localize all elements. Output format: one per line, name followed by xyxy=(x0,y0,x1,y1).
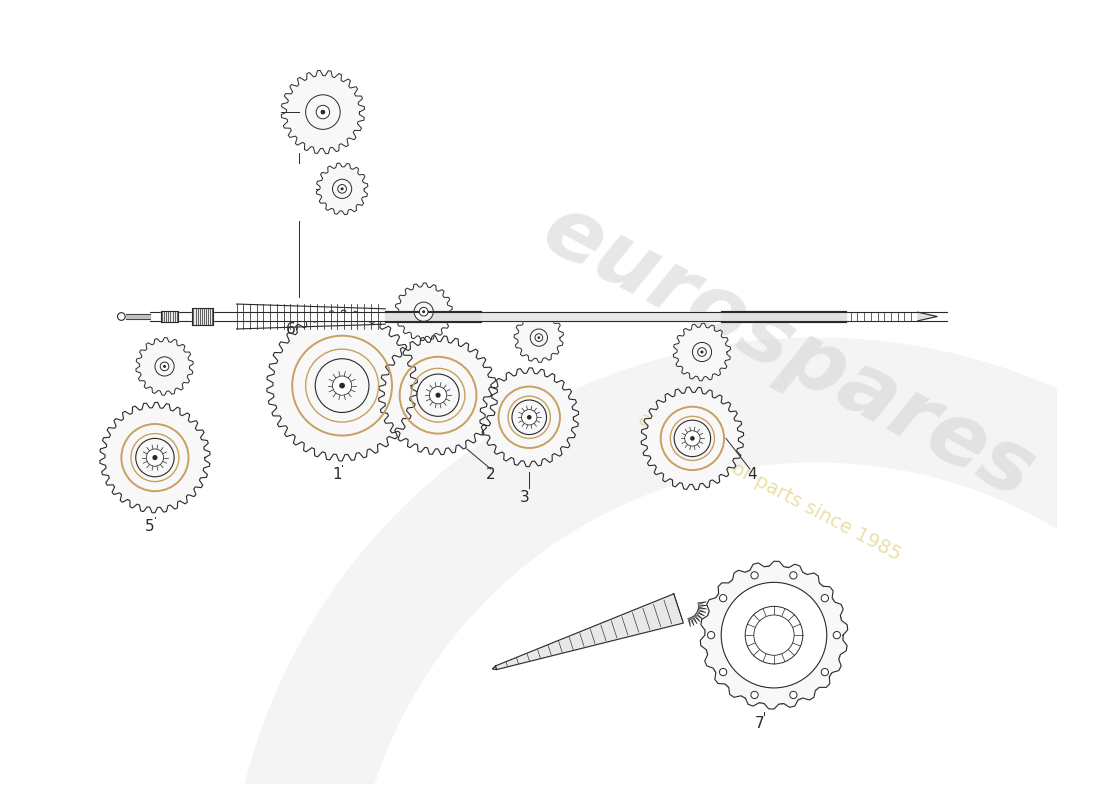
Circle shape xyxy=(306,95,340,130)
Circle shape xyxy=(161,362,169,370)
Circle shape xyxy=(417,374,459,416)
Circle shape xyxy=(316,106,330,118)
Circle shape xyxy=(339,382,345,389)
Polygon shape xyxy=(673,323,730,381)
Text: 3: 3 xyxy=(519,490,529,505)
Polygon shape xyxy=(267,310,417,461)
Circle shape xyxy=(690,436,695,441)
Polygon shape xyxy=(694,614,700,622)
Circle shape xyxy=(414,302,433,322)
Circle shape xyxy=(512,400,547,434)
Text: 1: 1 xyxy=(332,466,342,482)
Circle shape xyxy=(332,376,352,395)
Circle shape xyxy=(429,386,447,404)
Circle shape xyxy=(521,410,537,425)
Circle shape xyxy=(320,110,326,114)
Polygon shape xyxy=(514,313,563,362)
Circle shape xyxy=(535,334,542,342)
Circle shape xyxy=(538,336,540,339)
Text: 2: 2 xyxy=(486,466,496,482)
Circle shape xyxy=(790,572,798,579)
Circle shape xyxy=(684,430,700,446)
Text: 4: 4 xyxy=(747,466,757,482)
Circle shape xyxy=(332,179,352,198)
Text: eurospares: eurospares xyxy=(528,187,1048,517)
Circle shape xyxy=(118,313,125,320)
Text: a passion for parts since 1985: a passion for parts since 1985 xyxy=(635,409,904,564)
Circle shape xyxy=(163,365,166,368)
Circle shape xyxy=(155,357,174,376)
Circle shape xyxy=(338,185,346,193)
Polygon shape xyxy=(688,618,691,626)
Circle shape xyxy=(341,187,343,190)
Circle shape xyxy=(751,691,758,698)
Circle shape xyxy=(751,572,758,579)
Polygon shape xyxy=(317,163,367,214)
Circle shape xyxy=(436,393,441,398)
Polygon shape xyxy=(698,605,707,606)
Polygon shape xyxy=(395,283,452,341)
Circle shape xyxy=(707,631,715,638)
Polygon shape xyxy=(690,618,694,626)
Polygon shape xyxy=(136,338,194,395)
Circle shape xyxy=(153,455,157,460)
Text: 6: 6 xyxy=(286,322,296,337)
Polygon shape xyxy=(493,666,496,670)
Circle shape xyxy=(422,310,426,314)
Circle shape xyxy=(719,669,727,676)
Text: 7: 7 xyxy=(755,716,764,731)
Polygon shape xyxy=(692,616,697,624)
Polygon shape xyxy=(697,602,706,604)
Circle shape xyxy=(790,691,798,698)
Polygon shape xyxy=(480,368,579,466)
Polygon shape xyxy=(696,611,704,616)
Circle shape xyxy=(692,342,712,362)
Circle shape xyxy=(822,594,828,602)
Polygon shape xyxy=(698,607,707,609)
Circle shape xyxy=(701,350,704,354)
Circle shape xyxy=(419,307,428,316)
Text: 5: 5 xyxy=(145,518,155,534)
Circle shape xyxy=(530,329,548,346)
Circle shape xyxy=(527,415,531,419)
Polygon shape xyxy=(495,594,683,670)
Circle shape xyxy=(135,438,174,477)
Circle shape xyxy=(146,449,164,466)
Circle shape xyxy=(705,566,843,704)
Circle shape xyxy=(697,348,706,356)
Polygon shape xyxy=(695,613,703,619)
Polygon shape xyxy=(641,387,744,490)
Circle shape xyxy=(719,594,727,602)
Circle shape xyxy=(674,420,711,457)
Polygon shape xyxy=(282,70,364,154)
Circle shape xyxy=(722,582,827,688)
Polygon shape xyxy=(701,562,848,709)
Polygon shape xyxy=(100,402,210,513)
Circle shape xyxy=(833,631,840,638)
Circle shape xyxy=(822,669,828,676)
Polygon shape xyxy=(697,609,706,613)
Circle shape xyxy=(745,606,803,664)
Polygon shape xyxy=(917,312,937,321)
Circle shape xyxy=(754,615,794,655)
Circle shape xyxy=(316,358,369,413)
Polygon shape xyxy=(378,336,497,454)
